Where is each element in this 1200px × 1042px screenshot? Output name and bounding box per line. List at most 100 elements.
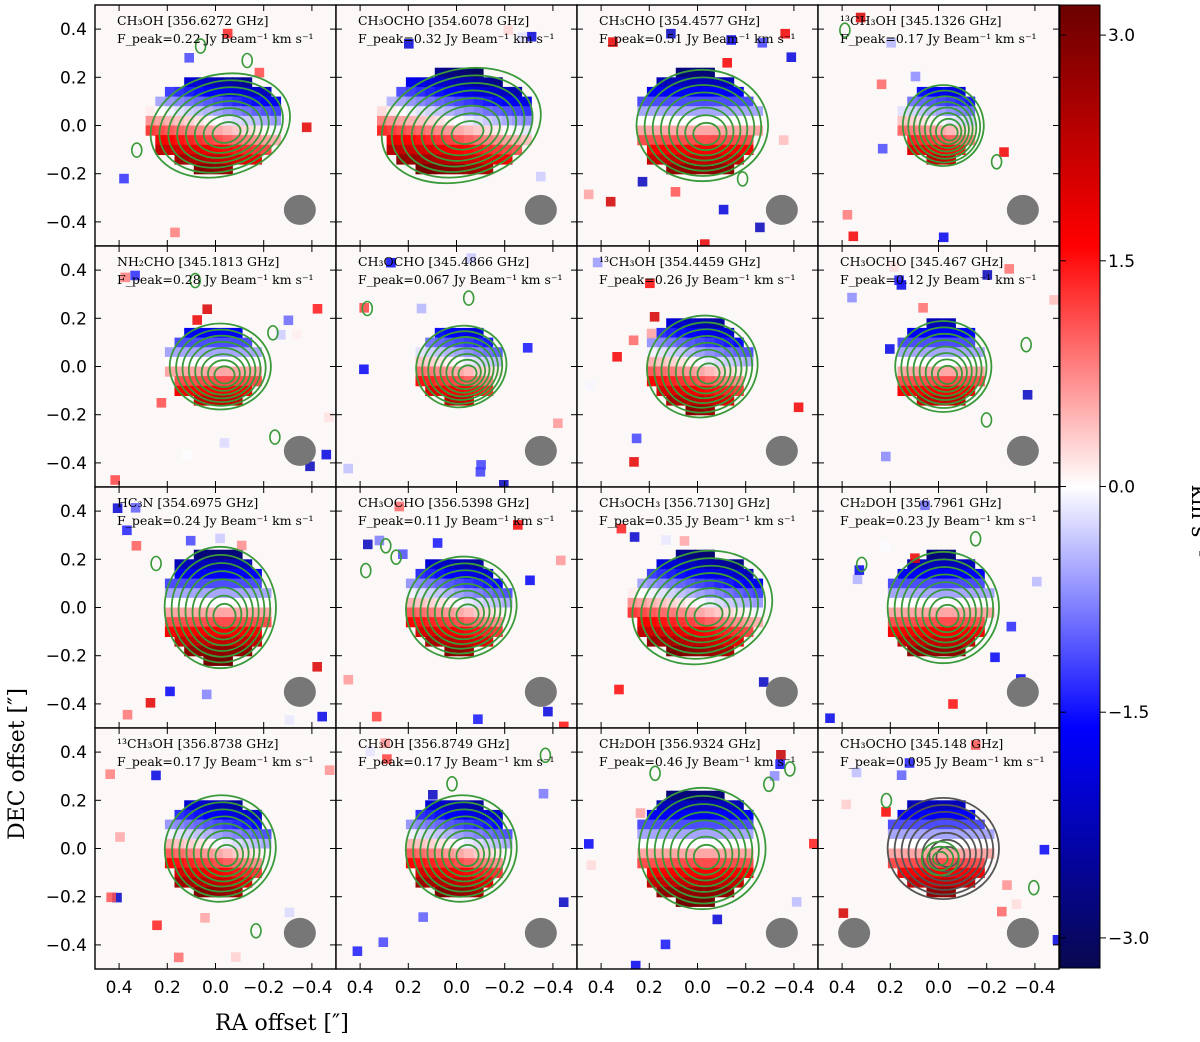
y-tick-label: 0.4 <box>60 743 87 763</box>
panel: ¹³CH₃OH [354.4459 GHz] F_peak=0.26 Jy Bea… <box>576 245 819 488</box>
panel: CH₃OCHO [356.5398 GHz] F_peak=0.11 Jy Bea… <box>335 486 578 729</box>
y-tick-label: −0.2 <box>46 165 87 185</box>
y-tick-label: 0.2 <box>60 68 87 88</box>
panel-fpeak-label: F_peak=0.17 Jy Beam⁻¹ km s⁻¹ <box>358 754 555 769</box>
y-tick-label: −0.2 <box>46 406 87 426</box>
panel: CH₃OCHO [345.467 GHz] F_peak=0.12 Jy Beam… <box>817 245 1060 488</box>
panel-line-label: ¹³CH₃OH [354.4459 GHz] <box>599 254 760 269</box>
panel-line-label: CH₂DOH [356.7961 GHz] <box>840 495 1001 510</box>
x-tick-label: −0.2 <box>725 978 766 998</box>
axis-ticks: 0.4 0.2 0.0 −0.2 −0.4 0.4 0.2 0.0 −0.2 −0.4 0.4 0.2… <box>46 5 1059 998</box>
panel-fpeak-label: F_peak=0.17 Jy Beam⁻¹ km s⁻¹ <box>840 31 1037 46</box>
panel-line-label: CH₃CHO [354.4577 GHz] <box>599 13 760 28</box>
y-tick-label: 0.0 <box>60 599 87 619</box>
beam-ellipse <box>283 676 316 707</box>
y-tick-label: 0.0 <box>60 358 87 378</box>
panel-grid: CH₃OH [356.6272 GHz] F_peak=0.22 Jy Beam⁻… <box>94 4 1060 970</box>
panel-fpeak-label: F_peak=0.17 Jy Beam⁻¹ km s⁻¹ <box>117 754 314 769</box>
beam-ellipse <box>283 194 316 225</box>
colorbar <box>1059 4 1101 969</box>
y-tick-label: 0.2 <box>60 550 87 570</box>
colorbar-tick-label: −1.5 <box>1108 703 1149 723</box>
beam-ellipse <box>524 194 557 225</box>
x-tick-label: −0.4 <box>773 978 814 998</box>
panel-line-label: NH₂CHO [345.1813 GHz] <box>117 254 279 269</box>
y-tick-label: −0.4 <box>46 695 87 715</box>
panel-fpeak-label: F_peak=0.23 Jy Beam⁻¹ km s⁻¹ <box>840 513 1037 528</box>
x-tick-label: 0.4 <box>829 978 856 998</box>
colorbar-tick-label: 3.0 <box>1108 26 1135 46</box>
x-tick-label: 0.2 <box>636 978 663 998</box>
x-tick-label: −0.2 <box>966 978 1007 998</box>
y-tick-label: −0.4 <box>46 213 87 233</box>
panel-fpeak-label: F_peak=0.26 Jy Beam⁻¹ km s⁻¹ <box>599 272 796 287</box>
panel: NH₂CHO [345.1813 GHz] F_peak=0.28 Jy Beam… <box>94 245 337 488</box>
x-tick-label: 0.2 <box>877 978 904 998</box>
beam-ellipse <box>1006 435 1039 466</box>
panel-fpeak-label: F_peak=0.32 Jy Beam⁻¹ km s⁻¹ <box>358 31 555 46</box>
panel: CH₃OH [356.8749 GHz] F_peak=0.17 Jy Beam⁻… <box>335 727 578 970</box>
y-tick-label: −0.4 <box>46 936 87 956</box>
panel-line-label: CH₃OH [356.8749 GHz] <box>358 736 509 751</box>
x-tick-label: 0.4 <box>347 978 374 998</box>
y-tick-label: −0.2 <box>46 647 87 667</box>
panel-fpeak-label: F_peak=0.11 Jy Beam⁻¹ km s⁻¹ <box>358 513 555 528</box>
colorbar-ticks: 3.0 1.5 0.0 −1.5 −3.0 <box>1060 26 1149 949</box>
beam-ellipse <box>1006 917 1039 948</box>
y-tick-label: 0.2 <box>60 309 87 329</box>
colorbar-tick-label: −3.0 <box>1108 929 1149 949</box>
beam-ellipse <box>1006 676 1039 707</box>
panel-line-label: CH₃OH [356.6272 GHz] <box>117 13 268 28</box>
y-axis-label: DEC offset [″] <box>5 688 30 840</box>
panel-line-label: CH₃OCHO [345.148 GHz] <box>840 736 1003 751</box>
x-tick-label: 0.4 <box>588 978 615 998</box>
panel-line-label: CH₃OCHO [345.4866 GHz] <box>358 254 529 269</box>
panel-fpeak-label: F_peak=0.28 Jy Beam⁻¹ km s⁻¹ <box>117 272 314 287</box>
panel-line-label: ¹³CH₃OH [345.1326 GHz] <box>840 13 1001 28</box>
y-tick-label: 0.4 <box>60 261 87 281</box>
panel-fpeak-label: F_peak=0.24 Jy Beam⁻¹ km s⁻¹ <box>117 513 314 528</box>
panel-line-label: CH₃OCH₃ [356.7130] GHz] <box>599 495 770 510</box>
x-tick-label: −0.4 <box>532 978 573 998</box>
beam-ellipse <box>765 917 798 948</box>
x-tick-label: 0.2 <box>154 978 181 998</box>
beam-ellipse <box>838 917 871 948</box>
colorbar-tick-label: 0.0 <box>1108 478 1135 498</box>
beam-ellipse <box>1006 194 1039 225</box>
panel: CH₃OCHO [345.148 GHz] F_peak=0.095 Jy Bea… <box>817 727 1060 970</box>
beam-ellipse <box>524 676 557 707</box>
x-tick-label: 0.0 <box>684 978 711 998</box>
y-tick-label: 0.4 <box>60 502 87 522</box>
panel-fpeak-label: F_peak=0.067 Jy Beam⁻¹ km s⁻¹ <box>358 272 563 287</box>
panel-fpeak-label: F_peak=0.095 Jy Beam⁻¹ km s⁻¹ <box>840 754 1045 769</box>
beam-ellipse <box>765 194 798 225</box>
panel: HC₃N [354.6975 GHz] F_peak=0.24 Jy Beam⁻¹… <box>94 486 337 729</box>
x-tick-label: 0.4 <box>106 978 133 998</box>
panel-line-label: CH₂DOH [356.9324 GHz] <box>599 736 760 751</box>
y-tick-label: 0.4 <box>60 20 87 40</box>
panel-line-label: CH₃OCHO [345.467 GHz] <box>840 254 1003 269</box>
colorbar-label: km s⁻¹ <box>1186 485 1200 558</box>
y-tick-label: −0.2 <box>46 888 87 908</box>
x-tick-label: −0.4 <box>1014 978 1055 998</box>
panel-line-label: CH₃OCHO [354.6078 GHz] <box>358 13 529 28</box>
beam-ellipse <box>524 435 557 466</box>
panel: CH₂DOH [356.7961 GHz] F_peak=0.23 Jy Beam… <box>817 486 1060 729</box>
y-tick-label: −0.4 <box>46 454 87 474</box>
beam-ellipse <box>765 676 798 707</box>
panel: CH₃OCH₃ [356.7130] GHz] F_peak=0.35 Jy Be… <box>576 486 819 729</box>
panel: CH₃CHO [354.4577 GHz] F_peak=0.51 Jy Beam… <box>576 4 819 247</box>
panel: ¹³CH₃OH [345.1326 GHz] F_peak=0.17 Jy Bea… <box>817 4 1060 247</box>
beam-ellipse <box>765 435 798 466</box>
x-tick-label: −0.2 <box>484 978 525 998</box>
y-tick-label: 0.0 <box>60 840 87 860</box>
panel-fpeak-label: F_peak=0.12 Jy Beam⁻¹ km s⁻¹ <box>840 272 1037 287</box>
x-tick-label: 0.0 <box>443 978 470 998</box>
panel: CH₂DOH [356.9324 GHz] F_peak=0.46 Jy Beam… <box>576 727 819 970</box>
y-tick-label: 0.0 <box>60 117 87 137</box>
panel-line-label: ¹³CH₃OH [356.8738 GHz] <box>117 736 278 751</box>
panel: CH₃OCHO [345.4866 GHz] F_peak=0.067 Jy Be… <box>335 245 578 488</box>
x-tick-label: 0.0 <box>925 978 952 998</box>
x-axis-label: RA offset [″] <box>215 1011 349 1036</box>
